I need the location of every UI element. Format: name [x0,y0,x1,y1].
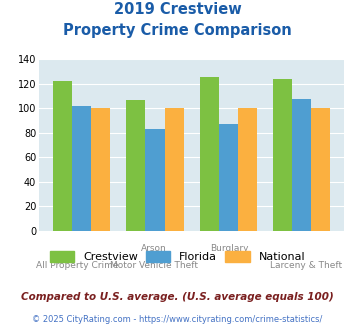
Bar [146,129,164,231]
Bar [91,109,110,231]
Text: Property Crime Comparison: Property Crime Comparison [63,23,292,38]
Text: All Property Crime: All Property Crime [36,261,119,270]
Bar [200,77,219,231]
Text: © 2025 CityRating.com - https://www.cityrating.com/crime-statistics/: © 2025 CityRating.com - https://www.city… [32,315,323,324]
Bar [273,79,292,231]
Bar [238,109,257,231]
Bar [126,100,146,231]
Bar [311,109,331,231]
Bar [53,82,72,231]
Legend: Crestview, Florida, National: Crestview, Florida, National [45,247,310,267]
Text: Arson: Arson [141,244,166,253]
Text: Larceny & Theft: Larceny & Theft [270,261,342,270]
Text: Motor Vehicle Theft: Motor Vehicle Theft [110,261,197,270]
Text: Compared to U.S. average. (U.S. average equals 100): Compared to U.S. average. (U.S. average … [21,292,334,302]
Bar [164,109,184,231]
Text: 2019 Crestview: 2019 Crestview [114,2,241,16]
Bar [292,99,311,231]
Bar [219,124,238,231]
Text: Burglary: Burglary [211,244,249,253]
Bar [72,106,91,231]
